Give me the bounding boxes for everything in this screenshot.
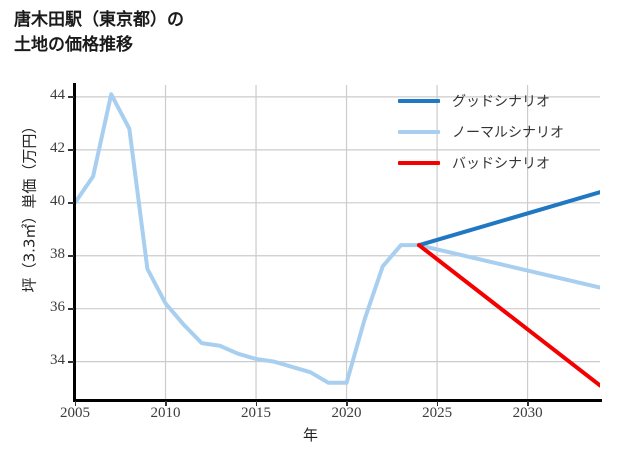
x-tick-label: 2030 — [512, 405, 543, 421]
legend-item[interactable]: ノーマルシナリオ — [398, 123, 564, 141]
x-tick-mark — [436, 401, 439, 406]
y-tick-label: 44 — [50, 86, 65, 103]
legend-color-swatch — [398, 129, 440, 134]
y-tick-label: 34 — [50, 351, 65, 368]
x-tick-mark — [527, 401, 529, 406]
y-tick-label: 36 — [50, 298, 65, 315]
y-axis-line — [73, 83, 76, 402]
data-series-group — [75, 92, 600, 388]
y-tick-mark — [68, 96, 74, 98]
y-tick-label: 40 — [50, 192, 65, 209]
series-line — [416, 190, 600, 248]
page-title: 唐木田駅（東京都）の 土地の価格推移 — [14, 10, 184, 55]
x-tick-label: 2020 — [331, 405, 362, 421]
legend-color-swatch — [398, 98, 440, 103]
legend-item[interactable]: バッドシナリオ — [398, 154, 564, 172]
y-tick-mark — [68, 361, 74, 363]
x-tick-mark — [346, 401, 348, 406]
x-tick-mark — [74, 401, 76, 406]
legend-item-label: ノーマルシナリオ — [452, 124, 564, 141]
chart-svg — [75, 85, 600, 400]
x-axis-line — [73, 399, 602, 402]
x-axis-title: 年 — [302, 426, 318, 444]
y-tick-mark — [68, 202, 74, 204]
series-line — [75, 92, 600, 385]
chart-legend: グッドシナリオ ノーマルシナリオ バッドシナリオ — [398, 92, 564, 172]
legend-item[interactable]: グッドシナリオ — [398, 92, 564, 110]
x-tick-label: 2015 — [241, 405, 272, 421]
y-axis-title: 坪（3.3㎡）単価（万円） — [20, 118, 39, 293]
y-tick-label: 42 — [50, 139, 65, 156]
x-tick-label: 2025 — [422, 405, 453, 421]
y-tick-mark — [68, 255, 74, 257]
x-tick-mark — [165, 401, 167, 406]
series-line — [416, 243, 600, 388]
legend-color-swatch — [398, 160, 440, 165]
x-tick-label: 2010 — [150, 405, 181, 421]
x-tick-label: 2005 — [60, 405, 90, 421]
plot-area — [75, 85, 600, 400]
y-tick-label: 38 — [50, 245, 65, 262]
legend-item-label: バッドシナリオ — [452, 155, 550, 172]
x-tick-mark — [255, 401, 258, 406]
gridlines — [75, 85, 600, 400]
y-tick-mark — [68, 149, 74, 151]
y-tick-mark — [68, 308, 74, 310]
legend-item-label: グッドシナリオ — [452, 93, 550, 110]
